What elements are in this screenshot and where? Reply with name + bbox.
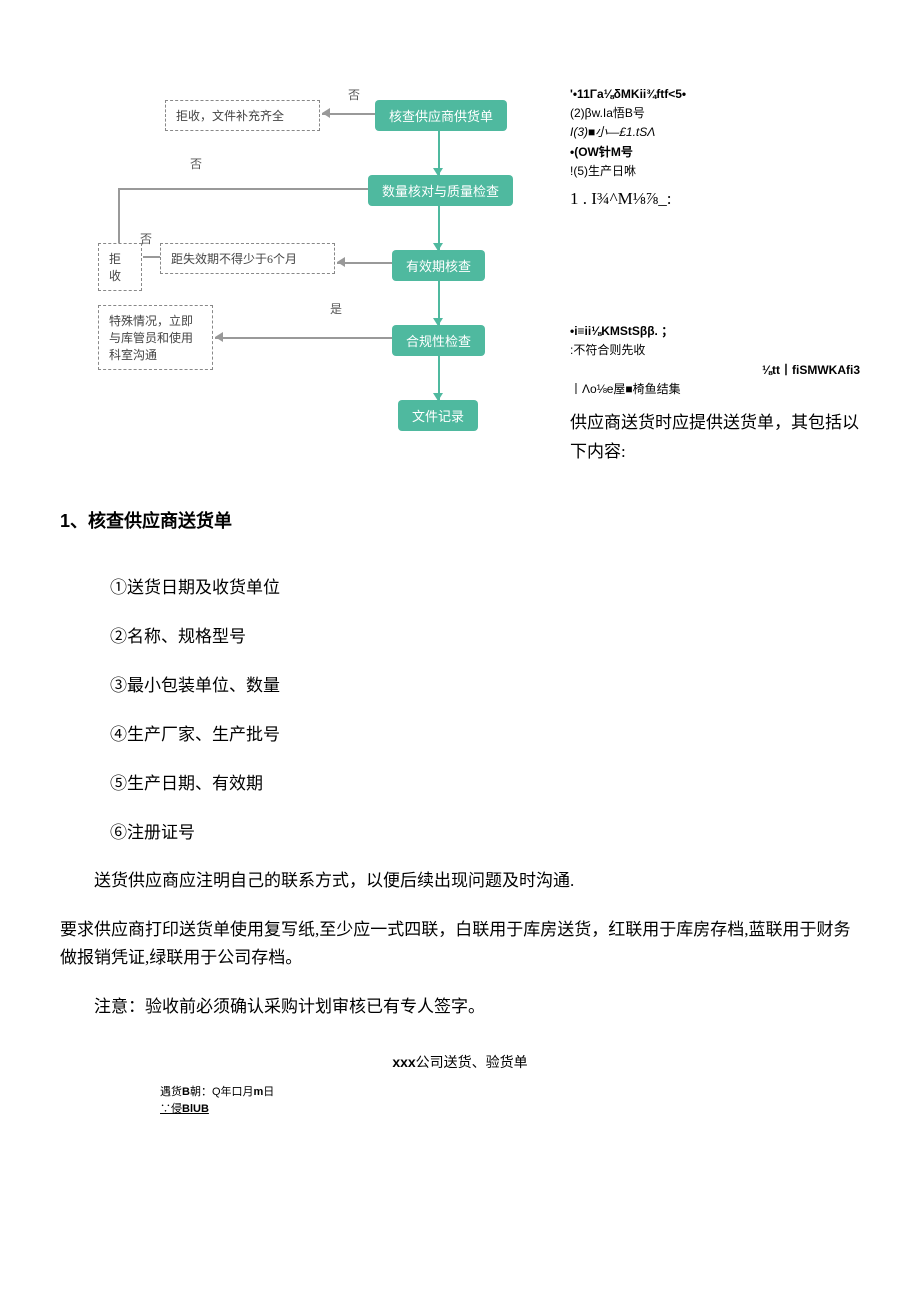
- paragraph-copies: 要求供应商打印送货单使用复写纸,至少应一式四联，白联用于库房送货，红联用于库房存…: [60, 916, 860, 974]
- flow-arrow: [215, 337, 392, 339]
- list-item: ④生产厂家、生产批号: [110, 720, 860, 745]
- flow-label-yes: 是: [330, 300, 342, 317]
- flow-arrow: [337, 262, 392, 264]
- arrow-head-icon: [337, 257, 345, 267]
- side-line: 丨Λo⅛e屋■椅鱼结集: [570, 380, 860, 399]
- list-item: ②名称、规格型号: [110, 622, 860, 647]
- form-sub-text: ∵侵: [160, 1103, 182, 1115]
- section-1-heading: 1、核查供应商送货单: [60, 507, 860, 533]
- side-line-big: 1 . I¾^M⅛⅞_:: [570, 185, 860, 212]
- form-sub-text: m: [254, 1086, 264, 1098]
- flowchart: 核查供应商供货单 数量核对与质量检查 有效期核查 合规性检查 文件记录 拒收，文…: [60, 80, 540, 430]
- flow-box-reject: 拒收: [98, 243, 142, 291]
- side-line: ⅛tt丨fiSMWKAfi3: [570, 361, 860, 380]
- form-title-prefix: xxx: [392, 1054, 415, 1070]
- side-line: •i≡ii⅛KMStSββ. ；: [570, 322, 860, 341]
- list-item: ⑤生产日期、有效期: [110, 769, 860, 794]
- side-line: (2)βw.Ia悟B号: [570, 104, 860, 123]
- paragraph-notice: 注意：验收前必须确认采购计划审核已有专人签字。: [60, 993, 860, 1022]
- form-title-rest: 公司送货、验货单: [416, 1054, 528, 1070]
- form-sub-text: B: [182, 1086, 190, 1098]
- flow-node-expiry: 有效期核查: [392, 250, 485, 281]
- side-line: •(OW针M号: [570, 143, 860, 162]
- side-line: I(3)■小—£1.tSΛ: [570, 123, 860, 142]
- section-1-heading-row: 1、核查供应商送货单: [60, 497, 860, 533]
- top-region: 核查供应商供货单 数量核对与质量检查 有效期核查 合规性检查 文件记录 拒收，文…: [60, 80, 860, 467]
- flow-box-special: 特殊情况，立即 与库管员和使用 科室沟通: [98, 305, 213, 370]
- arrow-head-icon: [433, 168, 443, 176]
- flow-arrow: [118, 188, 368, 190]
- arrow-head-icon: [322, 108, 330, 118]
- flow-node-check-supplier: 核查供应商供货单: [375, 100, 507, 131]
- form-sub-text: 朝：Q年口月: [190, 1086, 254, 1098]
- flow-box-reject-supplement: 拒收，文件补充齐全: [165, 100, 320, 131]
- flow-arrow: [118, 188, 120, 243]
- form-title: xxx公司送货、验货单: [60, 1052, 860, 1072]
- form-sub-text: 遇货: [160, 1086, 182, 1098]
- paragraph-contact: 送货供应商应注明自己的联系方式，以便后续出现问题及时沟通.: [60, 867, 860, 896]
- section-title: 、核查供应商送货单: [70, 511, 232, 531]
- arrow-head-icon: [433, 318, 443, 326]
- flow-node-compliance: 合规性检查: [392, 325, 485, 356]
- delivery-note-items: ①送货日期及收货单位 ②名称、规格型号 ③最小包装单位、数量 ④生产厂家、生产批…: [110, 573, 860, 843]
- arrow-head-icon: [433, 393, 443, 401]
- flow-node-record: 文件记录: [398, 400, 478, 431]
- flow-label-no: 否: [348, 86, 360, 103]
- section-number: 1: [60, 511, 70, 531]
- intro-paragraph: 供应商送货时应提供送货单，其包括以下内容:: [570, 409, 860, 467]
- side-line: !(5)生产日咻: [570, 162, 860, 181]
- flow-arrow: [143, 256, 160, 258]
- form-subtitle: 遇货B朝：Q年口月m日 ∵侵BlUB: [160, 1084, 860, 1117]
- side-annotation: '•11Γa⅛δMKii¾ftf<5• (2)βw.Ia悟B号 I(3)■小—£…: [570, 80, 860, 467]
- form-sub-text: BlUB: [182, 1103, 209, 1115]
- flow-node-qty-quality: 数量核对与质量检查: [368, 175, 513, 206]
- arrow-head-icon: [215, 332, 223, 342]
- arrow-head-icon: [433, 243, 443, 251]
- form-sub-text: 日: [263, 1086, 274, 1098]
- flow-box-6month: 距失效期不得少于6个月: [160, 243, 335, 274]
- flow-label-no: 否: [140, 230, 152, 247]
- list-item: ⑥注册证号: [110, 818, 860, 843]
- side-line: '•11Γa⅛δMKii¾ftf<5•: [570, 85, 860, 104]
- list-item: ③最小包装单位、数量: [110, 671, 860, 696]
- list-item: ①送货日期及收货单位: [110, 573, 860, 598]
- side-line: :不符合则先收: [570, 341, 860, 360]
- flow-label-no: 否: [190, 155, 202, 172]
